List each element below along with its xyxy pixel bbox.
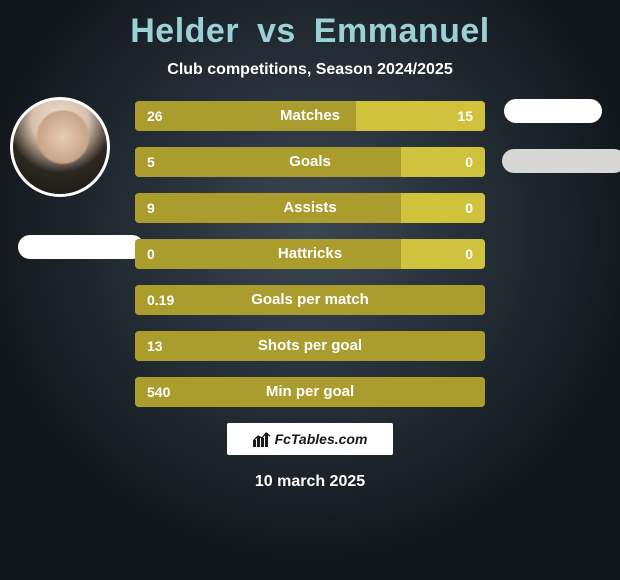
stat-row: 50Goals: [135, 147, 485, 177]
stat-row: 0.19Goals per match: [135, 285, 485, 315]
content: 2615Matches 50Goals 90Assists 00Hattricks 0.…: [0, 101, 620, 407]
chart-icon: [253, 431, 271, 447]
stat-row: 540Min per goal: [135, 377, 485, 407]
stat-label: Goals per match: [135, 285, 485, 315]
player1-badge: [18, 235, 144, 259]
player2-badge-1: [504, 99, 602, 123]
stat-row: 00Hattricks: [135, 239, 485, 269]
title-player2: Emmanuel: [314, 12, 490, 50]
stat-label: Assists: [135, 193, 485, 223]
logo-text: FcTables.com: [275, 431, 368, 447]
stat-label: Min per goal: [135, 377, 485, 407]
title-player1: Helder: [130, 12, 239, 50]
logo-box: FcTables.com: [227, 423, 393, 455]
player2-badge-2: [502, 149, 620, 173]
stat-label: Goals: [135, 147, 485, 177]
player1-avatar: [10, 97, 110, 197]
stat-row: 90Assists: [135, 193, 485, 223]
subtitle: Club competitions, Season 2024/2025: [0, 61, 620, 79]
title-vs: vs: [257, 12, 296, 50]
date: 10 march 2025: [0, 473, 620, 491]
stat-row: 13Shots per goal: [135, 331, 485, 361]
stat-row: 2615Matches: [135, 101, 485, 131]
stat-bars: 2615Matches 50Goals 90Assists 00Hattricks 0.…: [135, 101, 485, 407]
stat-label: Hattricks: [135, 239, 485, 269]
title: Helder vs Emmanuel: [0, 0, 620, 51]
stat-label: Shots per goal: [135, 331, 485, 361]
stat-label: Matches: [135, 101, 485, 131]
